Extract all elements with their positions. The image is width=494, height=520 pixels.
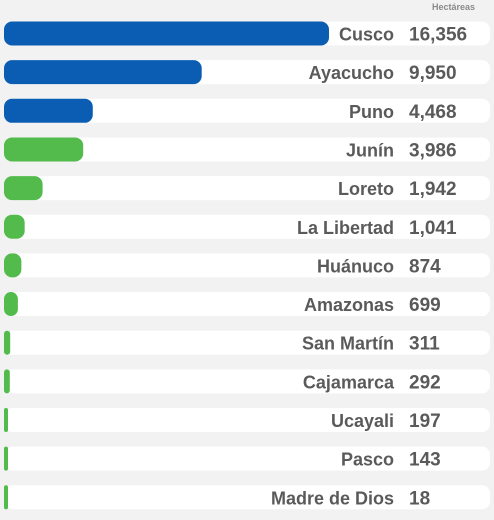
bar-track <box>4 292 490 317</box>
bar-hu-nuco <box>4 253 22 278</box>
value-label: 16,356 <box>409 25 467 46</box>
value-label: 143 <box>409 450 441 471</box>
bar-cajamarca <box>4 369 10 394</box>
bar-track <box>4 98 490 123</box>
category-label: San Martín <box>302 334 394 354</box>
category-label: Huánuco <box>317 256 394 276</box>
category-label: Amazonas <box>304 295 394 315</box>
bar-puno <box>4 98 93 123</box>
bar-ayacucho <box>4 60 202 85</box>
value-label: 197 <box>409 411 441 432</box>
bar-track <box>4 214 490 239</box>
bar-loreto <box>4 176 43 201</box>
value-label: 1,041 <box>409 218 457 239</box>
category-label: Puno <box>349 102 394 122</box>
value-label: 1,942 <box>409 179 457 200</box>
value-label: 9,950 <box>409 63 457 84</box>
category-label: Pasco <box>341 450 394 470</box>
bar-san-mart-n <box>4 330 11 355</box>
category-label: Ucayali <box>331 411 394 431</box>
bar-la-libertad <box>4 214 25 239</box>
value-label: 18 <box>409 488 430 509</box>
category-label: Loreto <box>338 179 394 199</box>
category-label: Cusco <box>339 25 394 45</box>
bar-track <box>4 446 490 471</box>
bar-track <box>4 369 490 394</box>
bar-track <box>4 485 490 510</box>
bar-ucayali <box>4 408 8 432</box>
bar-cusco <box>4 21 329 46</box>
bar-track <box>4 137 490 162</box>
bar-jun-n <box>4 137 84 162</box>
category-label: Ayacucho <box>309 63 394 83</box>
bar-pasco <box>4 446 8 471</box>
value-label: 4,468 <box>409 102 457 123</box>
category-label: Cajamarca <box>303 372 395 392</box>
bar-track <box>4 176 490 201</box>
value-label: 311 <box>409 334 440 355</box>
bar-track <box>4 408 490 432</box>
bar-amazonas <box>4 292 18 317</box>
value-label: 699 <box>409 295 441 316</box>
bar-rows: Cusco 16,356 Ayacucho 9,950 Puno 4,468 Junín 3,… <box>4 21 490 510</box>
bar-madre-de-dios <box>4 485 8 510</box>
bar-track <box>4 330 490 355</box>
bar-track <box>4 253 490 278</box>
value-label: 292 <box>409 372 441 393</box>
value-label: 3,986 <box>409 140 457 161</box>
category-label: Madre de Dios <box>271 488 394 508</box>
unit-label: Hectáreas <box>432 2 475 12</box>
value-label: 874 <box>409 256 441 277</box>
category-label: La Libertad <box>297 218 394 238</box>
category-label: Junín <box>346 140 394 160</box>
